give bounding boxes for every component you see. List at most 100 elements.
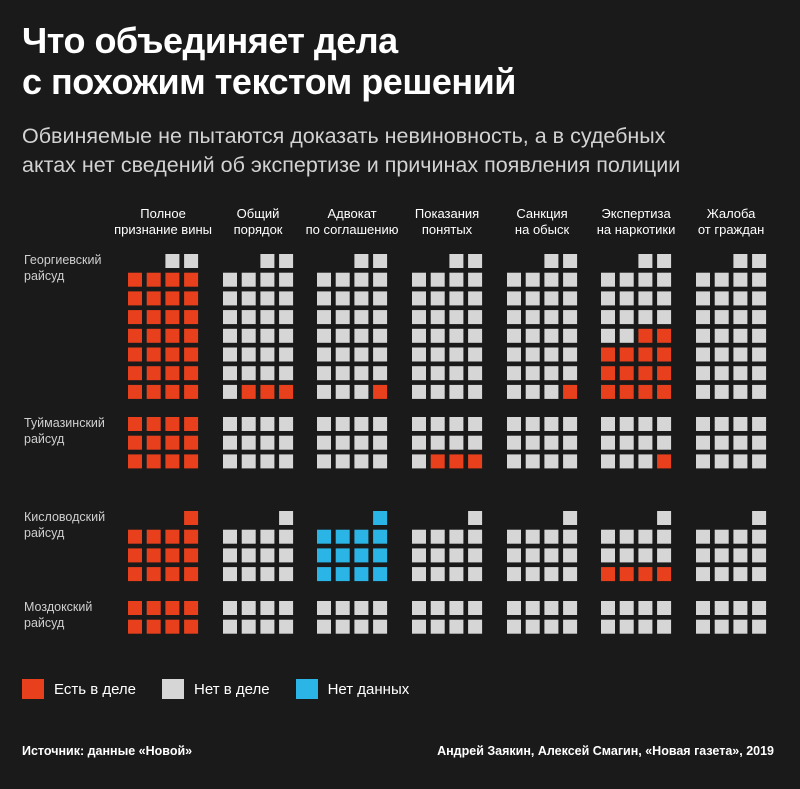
legend-swatch-yes	[22, 679, 44, 699]
case-square-no	[412, 310, 426, 325]
case-square-yes	[619, 384, 634, 399]
case-square-no	[638, 310, 653, 325]
case-square-no	[468, 529, 483, 544]
case-square-no	[223, 619, 237, 634]
case-square-yes	[128, 272, 142, 287]
case-square-no	[335, 272, 350, 287]
case-square-no	[260, 310, 275, 325]
case-square-yes	[184, 366, 199, 381]
case-square-no	[752, 347, 767, 362]
case-square-no	[563, 548, 578, 563]
case-square-no	[696, 529, 710, 544]
case-square-no	[544, 366, 559, 381]
case-square-no	[714, 548, 729, 563]
case-square-no	[638, 619, 653, 634]
case-square-no	[696, 366, 710, 381]
case-square-no	[468, 601, 483, 615]
case-square-no	[317, 310, 331, 325]
case-square-no	[449, 291, 464, 306]
case-square-no	[752, 435, 767, 450]
case-square-no	[335, 347, 350, 362]
case-square-no	[468, 347, 483, 362]
case-square-no	[354, 254, 369, 268]
case-square-no	[412, 366, 426, 381]
legend-label-no: Нет в деле	[194, 680, 270, 698]
case-square-no	[638, 291, 653, 306]
case-square-yes	[373, 384, 388, 399]
case-square-yes	[184, 601, 199, 615]
case-square-no	[241, 529, 256, 544]
case-square-no	[223, 454, 237, 469]
case-square-no	[619, 417, 634, 431]
case-square-no	[373, 310, 388, 325]
row-label-3-line-1: райсуд	[24, 616, 65, 630]
case-square-yes	[638, 384, 653, 399]
case-square-no	[733, 454, 748, 469]
case-square-no	[317, 619, 331, 634]
case-square-no	[165, 254, 180, 268]
case-square-no	[601, 272, 615, 287]
case-square-no	[619, 435, 634, 450]
case-square-no	[223, 417, 237, 431]
case-square-no	[317, 435, 331, 450]
case-square-no	[638, 417, 653, 431]
case-square-yes	[146, 366, 161, 381]
case-square-no	[752, 601, 767, 615]
case-square-yes	[657, 347, 672, 362]
case-square-no	[354, 310, 369, 325]
source-note: Источник: данные «Новой»	[22, 744, 193, 758]
case-square-yes	[184, 310, 199, 325]
case-square-no	[260, 548, 275, 563]
case-square-yes	[165, 310, 180, 325]
case-square-yes	[601, 347, 615, 362]
case-square-no	[430, 417, 445, 431]
case-square-no	[449, 347, 464, 362]
case-square-no	[752, 548, 767, 563]
column-header-4-line-0: Санкция	[516, 206, 567, 221]
case-square-no	[412, 417, 426, 431]
case-square-no	[468, 310, 483, 325]
column-header-4-line-1: на обыск	[515, 222, 570, 237]
case-square-no	[544, 347, 559, 362]
case-square-yes	[128, 601, 142, 615]
case-square-no	[317, 328, 331, 343]
case-square-no	[335, 384, 350, 399]
case-square-no	[638, 548, 653, 563]
case-square-no	[525, 435, 540, 450]
case-square-no	[657, 511, 672, 525]
case-square-no	[696, 619, 710, 634]
case-square-yes	[165, 619, 180, 634]
case-square-no	[525, 310, 540, 325]
case-square-yes	[146, 384, 161, 399]
case-square-no	[525, 272, 540, 287]
case-square-yes	[165, 601, 180, 615]
column-header-6-line-1: от граждан	[698, 222, 764, 237]
case-square-no	[601, 328, 615, 343]
credit-note: Андрей Заякин, Алексей Смагин, «Новая га…	[437, 744, 774, 758]
case-square-no	[260, 601, 275, 615]
case-square-no	[714, 601, 729, 615]
case-square-no	[544, 548, 559, 563]
case-square-no	[507, 454, 521, 469]
case-square-no	[733, 548, 748, 563]
case-square-yes	[165, 454, 180, 469]
case-square-yes	[184, 272, 199, 287]
case-square-no	[601, 529, 615, 544]
case-square-yes	[184, 567, 199, 582]
case-square-no	[619, 454, 634, 469]
case-square-no	[468, 435, 483, 450]
case-square-no	[619, 310, 634, 325]
case-square-no	[317, 601, 331, 615]
case-square-no	[563, 291, 578, 306]
case-square-yes	[128, 435, 142, 450]
column-header-2-line-0: Адвокат	[327, 206, 376, 221]
case-square-yes	[184, 384, 199, 399]
case-square-yes	[638, 328, 653, 343]
case-square-no	[260, 366, 275, 381]
case-square-no	[544, 567, 559, 582]
case-square-yes	[657, 567, 672, 582]
case-square-no	[373, 328, 388, 343]
case-square-yes	[128, 619, 142, 634]
case-square-no	[468, 619, 483, 634]
case-square-no	[468, 366, 483, 381]
